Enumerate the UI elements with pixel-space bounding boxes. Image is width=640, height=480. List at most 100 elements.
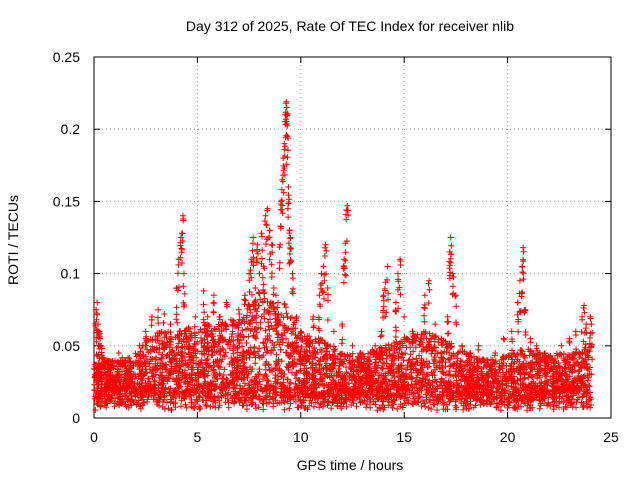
data-point <box>411 333 417 340</box>
data-point <box>522 332 529 338</box>
data-point <box>180 283 187 290</box>
data-point <box>210 309 217 316</box>
data-point <box>467 401 474 408</box>
data-point <box>520 248 527 255</box>
data-point <box>183 404 190 411</box>
data-point <box>412 337 419 344</box>
axes <box>93 56 612 419</box>
data-point <box>262 212 269 219</box>
data-point <box>407 351 414 358</box>
data-point <box>322 244 329 251</box>
data-point <box>582 325 589 332</box>
data-point <box>547 376 554 383</box>
data-point <box>343 403 350 410</box>
data-point <box>447 382 454 389</box>
data-point <box>380 365 386 372</box>
data-point <box>432 388 439 395</box>
data-point <box>433 364 440 371</box>
data-point <box>383 381 390 388</box>
data-point <box>571 378 578 385</box>
data-point <box>226 345 233 352</box>
data-point <box>277 370 284 377</box>
data-point <box>175 335 182 341</box>
data-point <box>406 356 413 363</box>
data-point <box>261 306 268 313</box>
data-point <box>572 332 579 338</box>
data-point <box>181 367 188 374</box>
data-point <box>174 319 181 326</box>
data-point <box>414 367 421 374</box>
data-point <box>384 352 391 359</box>
data-point <box>278 197 285 204</box>
data-point <box>391 377 398 384</box>
data-point <box>537 400 544 407</box>
data-point <box>537 362 544 369</box>
data-point <box>251 344 258 350</box>
data-point <box>273 351 280 358</box>
data-point <box>395 353 402 360</box>
data-point <box>421 292 428 299</box>
data-point <box>245 370 252 377</box>
data-point <box>340 279 347 286</box>
data-point <box>288 330 295 337</box>
data-point <box>249 247 256 254</box>
data-point <box>195 390 202 397</box>
data-point <box>367 401 373 408</box>
y-tick-label: 0.2 <box>61 121 81 137</box>
data-point <box>573 377 580 384</box>
data-point <box>536 380 543 387</box>
x-tick-label: 0 <box>90 429 98 445</box>
data-point <box>339 336 346 343</box>
data-point <box>458 400 465 407</box>
data-point <box>283 100 290 107</box>
data-point <box>341 256 348 263</box>
data-point <box>175 270 181 277</box>
data-point <box>281 384 288 391</box>
data-point <box>156 340 163 347</box>
data-point <box>97 403 104 410</box>
data-point <box>284 376 291 383</box>
data-point <box>260 376 266 382</box>
data-point <box>253 405 259 412</box>
data-point <box>372 401 379 408</box>
data-point <box>269 339 276 346</box>
data-point <box>281 389 287 395</box>
data-point <box>284 342 291 349</box>
y-tick-label: 0.15 <box>53 193 80 209</box>
data-point <box>221 366 228 373</box>
data-point <box>447 259 454 266</box>
data-point <box>421 305 428 312</box>
data-point <box>557 363 563 370</box>
x-tick-label: 20 <box>500 429 516 445</box>
data-point <box>447 269 454 276</box>
data-point <box>501 336 508 343</box>
data-point <box>212 338 219 345</box>
data-point <box>427 392 434 399</box>
data-point <box>260 352 267 359</box>
data-point <box>154 314 161 321</box>
data-point <box>106 376 112 383</box>
data-point <box>200 287 207 294</box>
data-point <box>277 346 284 353</box>
data-point <box>384 263 391 270</box>
data-point <box>200 316 207 323</box>
data-point <box>264 348 271 355</box>
data-point <box>447 234 454 241</box>
data-point <box>471 388 477 395</box>
data-point <box>287 379 294 386</box>
data-point <box>168 406 175 413</box>
data-point <box>263 373 270 380</box>
data-point <box>443 392 450 399</box>
data-point <box>292 392 299 398</box>
data-point <box>260 400 267 407</box>
data-point <box>404 394 411 401</box>
data-point <box>152 382 159 389</box>
data-point <box>453 303 460 310</box>
data-point <box>587 330 594 337</box>
data-point <box>302 383 308 390</box>
data-point <box>520 353 527 360</box>
data-point <box>163 353 170 360</box>
data-point <box>424 364 431 371</box>
data-point <box>260 281 267 288</box>
data-point <box>311 354 318 361</box>
